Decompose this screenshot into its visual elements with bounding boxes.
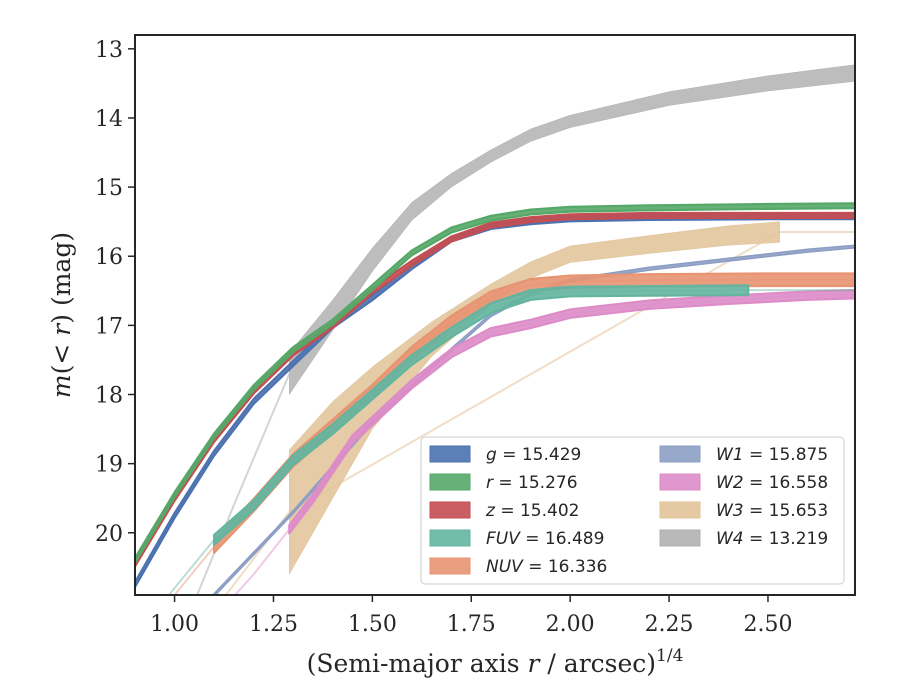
series-w2-band (288, 289, 855, 535)
legend-label: W4 = 13.219 (716, 529, 828, 549)
legend: g = 15.429 r = 15.276 z = 15.402 FUV = 16.4… (420, 436, 845, 585)
x-tick-label: 2.00 (546, 612, 595, 637)
series-fuv-band (213, 284, 750, 546)
legend-label: z = 15.402 (485, 501, 579, 521)
legend-box (420, 436, 845, 585)
legend-swatch (659, 445, 701, 463)
x-tick-label: 1.00 (150, 612, 199, 637)
legend-item-nuv: NUV = 16.336 (429, 557, 607, 577)
series-w3-faint-line (224, 231, 855, 595)
y-tick-label: 14 (95, 107, 123, 132)
legend-label: W1 = 15.875 (716, 445, 828, 465)
series-w4-band (289, 64, 855, 395)
legend-label: W3 = 15.653 (716, 501, 828, 521)
legend-swatch (429, 473, 471, 491)
legend-swatch (659, 473, 701, 491)
x-tick-label: 2.25 (645, 612, 694, 637)
legend-swatch (659, 529, 701, 547)
plot-frame (134, 34, 856, 596)
x-axis-label: (Semi-major axis r / arcsec)1/4 (307, 646, 684, 678)
y-axis-label: m(< r) (mag) (47, 232, 76, 398)
y-axis: 13 14 15 16 17 18 19 20 (95, 38, 135, 547)
x-axis: 1.00 1.25 1.50 1.75 2.00 2.25 2.50 (150, 595, 792, 637)
legend-swatch (429, 501, 471, 519)
legend-label: r = 15.276 (486, 473, 578, 493)
legend-swatch (429, 529, 471, 547)
y-tick-label: 17 (95, 314, 123, 339)
legend-item-w4: W4 = 13.219 (659, 529, 828, 549)
y-tick-label: 15 (95, 176, 123, 201)
y-tick-label: 19 (95, 453, 123, 478)
series-r-band (135, 202, 855, 564)
series-layer (135, 64, 855, 595)
legend-label: g = 15.429 (486, 445, 581, 465)
series-w4 (196, 64, 855, 595)
legend-item-z: z = 15.402 (429, 501, 579, 521)
legend-swatch (429, 557, 471, 575)
legend-label: W2 = 16.558 (716, 473, 828, 493)
legend-item-w2: W2 = 16.558 (659, 473, 828, 493)
legend-swatch (429, 445, 471, 463)
y-tick-label: 18 (95, 384, 123, 409)
legend-item-fuv: FUV = 16.489 (429, 529, 604, 549)
legend-label: FUV = 16.489 (486, 529, 604, 549)
series-fuv (167, 284, 855, 595)
legend-swatch (659, 501, 701, 519)
legend-item-g: g = 15.429 (429, 445, 581, 465)
x-tick-label: 2.50 (743, 612, 792, 637)
legend-item-w1: W1 = 15.875 (659, 445, 828, 465)
y-tick-label: 16 (95, 245, 123, 270)
y-tick-label: 20 (95, 522, 123, 547)
series-w4-faint-line (196, 373, 291, 595)
legend-label: NUV = 16.336 (486, 557, 607, 577)
y-tick-label: 13 (95, 38, 123, 63)
x-tick-label: 1.75 (447, 612, 496, 637)
series-w2 (233, 289, 855, 595)
legend-item-r: r = 15.276 (429, 473, 578, 493)
series-r (135, 202, 855, 564)
x-tick-label: 1.25 (249, 612, 298, 637)
legend-item-w3: W3 = 15.653 (659, 501, 828, 521)
x-tick-label: 1.50 (348, 612, 397, 637)
